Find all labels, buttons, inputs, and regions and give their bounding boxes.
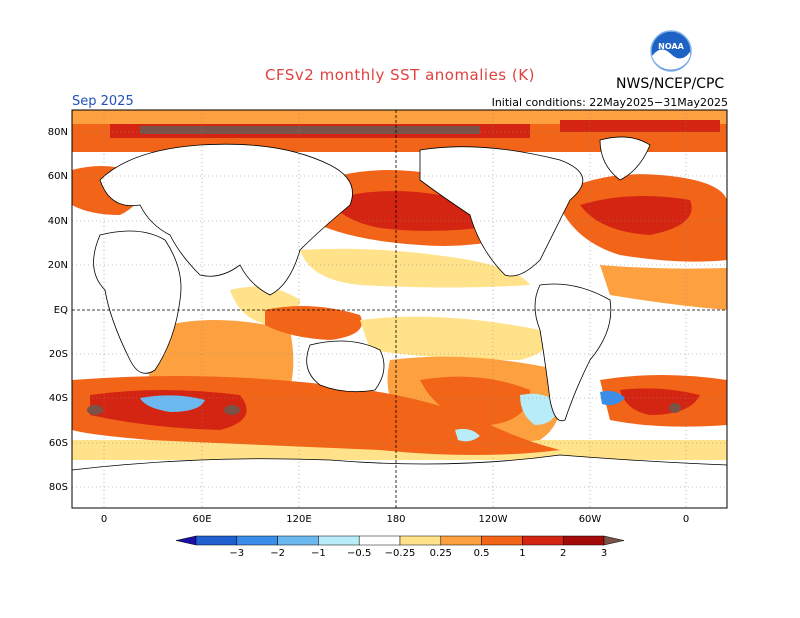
map-title: CFSv2 monthly SST anomalies (K) xyxy=(265,66,535,84)
lat-label: 60N xyxy=(48,171,68,182)
equator-dateline xyxy=(72,110,727,508)
lon-label: 0 xyxy=(683,514,689,525)
noaa-logo-text: NOAA xyxy=(658,42,684,51)
colorbar-swatch xyxy=(195,535,238,546)
lat-label: 80S xyxy=(49,482,68,493)
colorbar-swatch xyxy=(399,535,442,546)
lat-label: 40S xyxy=(49,393,68,404)
lon-label: 60E xyxy=(192,514,211,525)
lon-labels: 0 60E 120E 180 120W 60W 0 xyxy=(101,514,689,525)
agency-label: NWS/NCEP/CPC xyxy=(616,76,725,92)
colorbar: −3 −2 −1 −0.5 −0.25 0.25 0.5 1 2 3 xyxy=(175,535,625,559)
lon-label: 180 xyxy=(386,514,405,525)
lat-label: 40N xyxy=(48,216,68,227)
colorbar-tick-label: 1 xyxy=(519,548,525,559)
colorbar-swatch xyxy=(481,535,523,546)
anomaly-field xyxy=(72,110,727,508)
colorbar-tick-label: 2 xyxy=(560,548,566,559)
forecast-period: Sep 2025 xyxy=(72,94,134,109)
colorbar-swatch xyxy=(562,535,605,546)
colorbar-tick-label: −3 xyxy=(229,548,244,559)
colorbar-tick-label: 0.25 xyxy=(430,548,452,559)
lat-label: EQ xyxy=(54,305,68,316)
lat-label: 20N xyxy=(48,260,68,271)
noaa-logo: NOAA xyxy=(650,30,692,72)
lat-label: 20S xyxy=(49,349,68,360)
colorbar-swatch xyxy=(318,535,360,546)
lon-label: 0 xyxy=(101,514,107,525)
colorbar-tick-label: 0.5 xyxy=(474,548,490,559)
lat-label: 60S xyxy=(49,438,68,449)
lat-label: 80N xyxy=(48,127,68,138)
land-masses xyxy=(72,136,727,508)
lon-label: 120E xyxy=(286,514,311,525)
map-frame xyxy=(71,109,728,509)
colorbar-swatch xyxy=(440,535,482,546)
lon-label: 60W xyxy=(579,514,602,525)
lon-label: 120W xyxy=(479,514,508,525)
colorbar-tick-label: −2 xyxy=(270,548,285,559)
lat-labels: 80N 60N 40N 20N EQ 20S 40S 60S 80S xyxy=(48,127,68,493)
colorbar-swatch xyxy=(358,535,401,546)
colorbar-tick-label: −1 xyxy=(311,548,326,559)
colorbar-swatch xyxy=(522,535,564,546)
colorbar-tick-label: −0.25 xyxy=(385,548,416,559)
colorbar-tick-label: 3 xyxy=(601,548,607,559)
colorbar-min-arrow xyxy=(175,535,197,546)
colorbar-max-arrow xyxy=(603,535,625,546)
colorbar-swatch xyxy=(236,535,278,546)
colorbar-swatch xyxy=(277,535,319,546)
initial-conditions: Initial conditions: 22May2025−31May2025 xyxy=(491,96,728,109)
colorbar-tick-label: −0.5 xyxy=(347,548,371,559)
